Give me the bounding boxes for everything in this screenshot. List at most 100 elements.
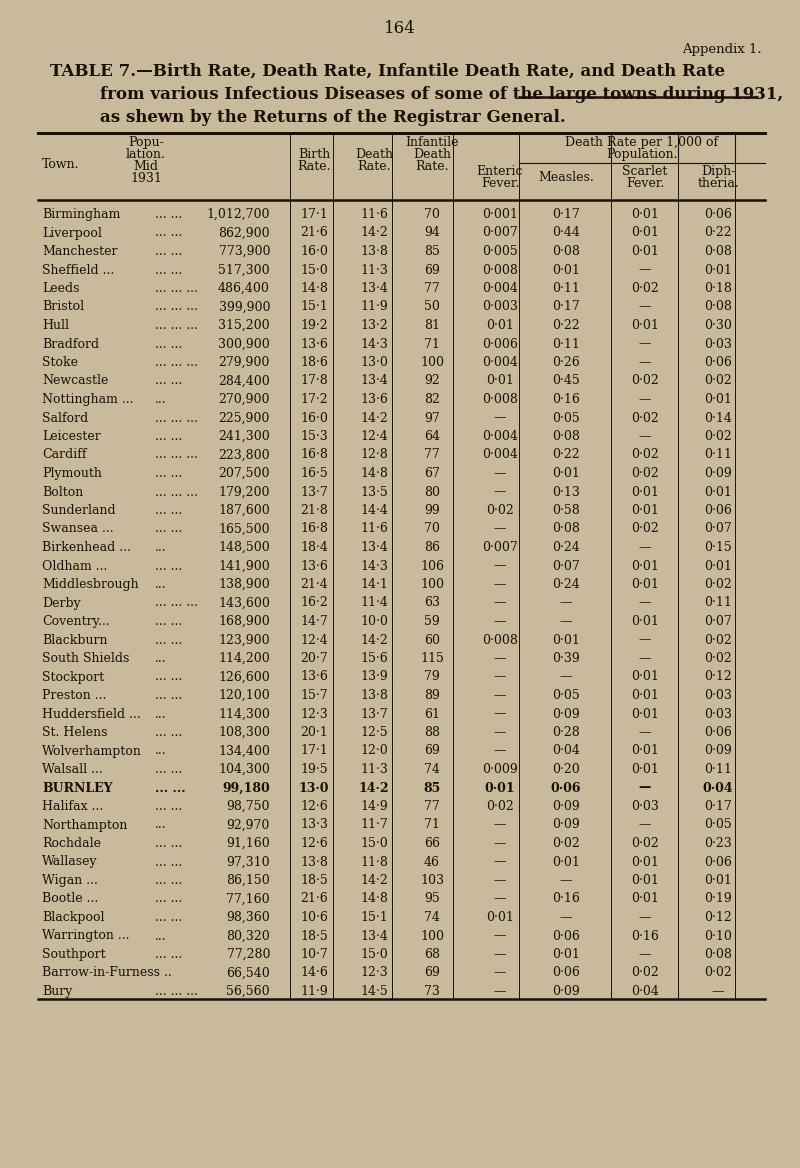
Text: 0·01: 0·01 — [631, 855, 659, 869]
Text: 0·09: 0·09 — [552, 985, 580, 997]
Text: 0·39: 0·39 — [552, 652, 580, 665]
Text: 187,600: 187,600 — [218, 505, 270, 517]
Text: 0·44: 0·44 — [552, 227, 580, 239]
Text: 16·0: 16·0 — [300, 245, 328, 258]
Text: —: — — [494, 652, 506, 665]
Text: 0·02: 0·02 — [704, 430, 732, 443]
Text: ... ... ...: ... ... ... — [155, 300, 198, 313]
Text: 0·05: 0·05 — [552, 689, 580, 702]
Text: 126,600: 126,600 — [218, 670, 270, 683]
Text: 13·4: 13·4 — [360, 281, 388, 296]
Text: Bolton: Bolton — [42, 486, 83, 499]
Text: 10·7: 10·7 — [300, 948, 328, 961]
Text: 14·2: 14·2 — [360, 633, 388, 647]
Text: 59: 59 — [424, 616, 440, 628]
Text: 60: 60 — [424, 633, 440, 647]
Text: 67: 67 — [424, 467, 440, 480]
Text: 0·01: 0·01 — [486, 911, 514, 924]
Text: 0·11: 0·11 — [552, 281, 580, 296]
Text: 0·11: 0·11 — [552, 338, 580, 350]
Text: 77,160: 77,160 — [226, 892, 270, 905]
Text: Measles.: Measles. — [538, 171, 594, 185]
Text: 0·14: 0·14 — [704, 411, 732, 424]
Text: 94: 94 — [424, 227, 440, 239]
Text: 14·6: 14·6 — [300, 966, 328, 980]
Text: 207,500: 207,500 — [218, 467, 270, 480]
Text: ...: ... — [155, 652, 166, 665]
Text: 0·07: 0·07 — [704, 522, 732, 535]
Text: ... ...: ... ... — [155, 430, 182, 443]
Text: 100: 100 — [420, 578, 444, 591]
Text: 61: 61 — [424, 708, 440, 721]
Text: 0·02: 0·02 — [631, 375, 659, 388]
Text: 16·8: 16·8 — [300, 449, 328, 461]
Text: 0·05: 0·05 — [552, 411, 580, 424]
Text: 399,900: 399,900 — [218, 300, 270, 313]
Text: St. Helens: St. Helens — [42, 726, 107, 739]
Text: 0·05: 0·05 — [704, 819, 732, 832]
Text: 0·02: 0·02 — [704, 633, 732, 647]
Text: 12·6: 12·6 — [300, 837, 328, 850]
Text: 98,360: 98,360 — [226, 911, 270, 924]
Text: Liverpool: Liverpool — [42, 227, 102, 239]
Text: 0·45: 0·45 — [552, 375, 580, 388]
Text: 0·24: 0·24 — [552, 541, 580, 554]
Text: 0·02: 0·02 — [704, 966, 732, 980]
Text: —: — — [638, 911, 651, 924]
Text: 16·5: 16·5 — [300, 467, 328, 480]
Text: ... ... ...: ... ... ... — [155, 411, 198, 424]
Text: —: — — [638, 948, 651, 961]
Text: 114,200: 114,200 — [218, 652, 270, 665]
Text: 14·4: 14·4 — [360, 505, 388, 517]
Text: 0·22: 0·22 — [552, 449, 580, 461]
Text: 21·8: 21·8 — [300, 505, 328, 517]
Text: Stoke: Stoke — [42, 356, 78, 369]
Text: Death: Death — [355, 148, 393, 161]
Text: 14·2: 14·2 — [360, 874, 388, 887]
Text: 13·4: 13·4 — [360, 930, 388, 943]
Text: 13·6: 13·6 — [300, 670, 328, 683]
Text: 0·01: 0·01 — [631, 892, 659, 905]
Text: 97: 97 — [424, 411, 440, 424]
Text: —: — — [560, 597, 572, 610]
Text: —: — — [560, 911, 572, 924]
Text: 11·6: 11·6 — [360, 208, 388, 221]
Text: ... ... ...: ... ... ... — [155, 356, 198, 369]
Text: 13·0: 13·0 — [360, 356, 388, 369]
Text: 13·6: 13·6 — [360, 392, 388, 406]
Text: 11·3: 11·3 — [360, 763, 388, 776]
Text: 120,100: 120,100 — [218, 689, 270, 702]
Text: Birmingham: Birmingham — [42, 208, 120, 221]
Text: 14·7: 14·7 — [300, 616, 328, 628]
Text: —: — — [638, 264, 651, 277]
Text: Warrington ...: Warrington ... — [42, 930, 130, 943]
Text: ... ...: ... ... — [155, 855, 182, 869]
Text: lation.: lation. — [126, 148, 166, 161]
Text: 108,300: 108,300 — [218, 726, 270, 739]
Text: 46: 46 — [424, 855, 440, 869]
Text: 0·01: 0·01 — [631, 559, 659, 572]
Text: Rate.: Rate. — [358, 160, 390, 173]
Text: 0·08: 0·08 — [552, 522, 580, 535]
Text: 70: 70 — [424, 208, 440, 221]
Text: ... ...: ... ... — [155, 800, 182, 813]
Text: 148,500: 148,500 — [218, 541, 270, 554]
Text: 0·02: 0·02 — [704, 652, 732, 665]
Text: —: — — [494, 578, 506, 591]
Text: 223,800: 223,800 — [218, 449, 270, 461]
Text: 0·01: 0·01 — [631, 670, 659, 683]
Text: Fever.: Fever. — [481, 178, 519, 190]
Text: Stockport: Stockport — [42, 670, 104, 683]
Text: 0·02: 0·02 — [631, 837, 659, 850]
Text: ... ... ...: ... ... ... — [155, 985, 198, 997]
Text: Birkenhead ...: Birkenhead ... — [42, 541, 131, 554]
Text: 0·03: 0·03 — [704, 708, 732, 721]
Text: 10·0: 10·0 — [360, 616, 388, 628]
Text: 486,400: 486,400 — [218, 281, 270, 296]
Text: 0·15: 0·15 — [704, 541, 732, 554]
Text: 13·6: 13·6 — [300, 338, 328, 350]
Text: 18·5: 18·5 — [300, 874, 328, 887]
Text: 14·8: 14·8 — [300, 281, 328, 296]
Text: —: — — [494, 670, 506, 683]
Text: 300,900: 300,900 — [218, 338, 270, 350]
